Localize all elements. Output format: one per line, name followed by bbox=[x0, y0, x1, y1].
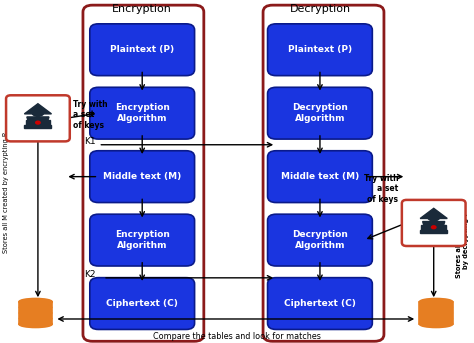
Circle shape bbox=[431, 225, 437, 229]
Polygon shape bbox=[420, 230, 447, 233]
Text: Compare the tables and look for matches: Compare the tables and look for matches bbox=[153, 332, 321, 341]
FancyBboxPatch shape bbox=[267, 87, 373, 139]
Text: Try with
a set
of keys: Try with a set of keys bbox=[364, 174, 398, 203]
FancyBboxPatch shape bbox=[267, 214, 373, 266]
Text: Ciphertext (C): Ciphertext (C) bbox=[284, 299, 356, 308]
FancyBboxPatch shape bbox=[267, 24, 373, 76]
FancyBboxPatch shape bbox=[419, 302, 453, 324]
Ellipse shape bbox=[19, 298, 52, 305]
Polygon shape bbox=[423, 222, 445, 229]
FancyBboxPatch shape bbox=[267, 151, 373, 202]
Circle shape bbox=[427, 212, 441, 222]
Text: Middle text (M): Middle text (M) bbox=[281, 172, 359, 181]
FancyBboxPatch shape bbox=[19, 302, 52, 324]
Text: Decryption: Decryption bbox=[290, 3, 350, 14]
Ellipse shape bbox=[419, 321, 453, 328]
Text: Decryption
Algorithm: Decryption Algorithm bbox=[292, 103, 348, 123]
FancyBboxPatch shape bbox=[90, 87, 194, 139]
FancyBboxPatch shape bbox=[90, 24, 194, 76]
Ellipse shape bbox=[19, 321, 52, 328]
FancyBboxPatch shape bbox=[6, 95, 70, 141]
Text: Encryption
Algorithm: Encryption Algorithm bbox=[115, 230, 170, 250]
Circle shape bbox=[31, 107, 45, 117]
FancyBboxPatch shape bbox=[267, 278, 373, 329]
Text: K2: K2 bbox=[84, 270, 96, 279]
FancyBboxPatch shape bbox=[90, 151, 194, 202]
Text: Encryption: Encryption bbox=[112, 3, 172, 14]
Polygon shape bbox=[26, 120, 50, 125]
Text: Ciphertext (C): Ciphertext (C) bbox=[106, 299, 178, 308]
Ellipse shape bbox=[419, 298, 453, 305]
Text: Try with
a set
of keys: Try with a set of keys bbox=[73, 100, 108, 130]
Text: Plaintext (P): Plaintext (P) bbox=[288, 45, 352, 54]
Text: Stores all M created by encrypting P: Stores all M created by encrypting P bbox=[3, 132, 9, 252]
Text: Plaintext (P): Plaintext (P) bbox=[110, 45, 174, 54]
Text: Middle text (M): Middle text (M) bbox=[103, 172, 182, 181]
Polygon shape bbox=[27, 117, 49, 125]
Text: K1: K1 bbox=[84, 137, 96, 146]
Polygon shape bbox=[420, 208, 447, 218]
Polygon shape bbox=[24, 104, 52, 114]
FancyBboxPatch shape bbox=[90, 278, 194, 329]
Polygon shape bbox=[24, 125, 52, 128]
Text: Stores all M created
by decrypting P: Stores all M created by decrypting P bbox=[456, 203, 469, 277]
Polygon shape bbox=[421, 225, 446, 230]
Text: Decryption
Algorithm: Decryption Algorithm bbox=[292, 230, 348, 250]
FancyBboxPatch shape bbox=[402, 200, 465, 246]
Text: Encryption
Algorithm: Encryption Algorithm bbox=[115, 103, 170, 123]
Circle shape bbox=[35, 120, 41, 125]
FancyBboxPatch shape bbox=[90, 214, 194, 266]
